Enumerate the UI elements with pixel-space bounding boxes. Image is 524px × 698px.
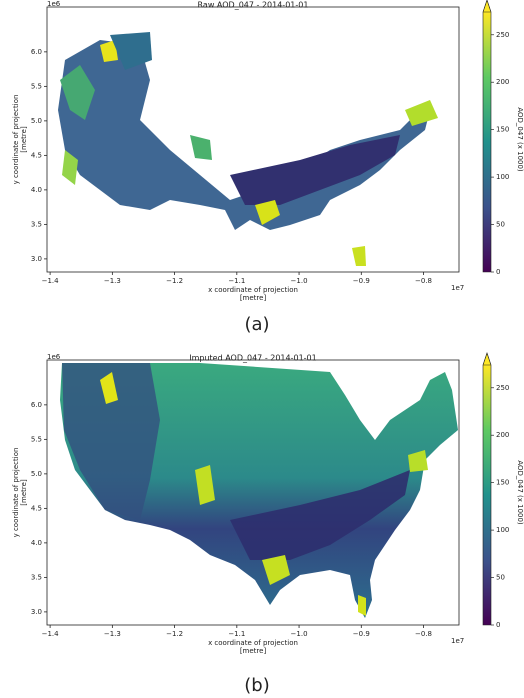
x-tick-label: −1.3 — [104, 277, 121, 285]
chart-title: Raw AOD_047 - 2014-01-01 — [198, 1, 309, 10]
colorbar-frame — [482, 0, 492, 273]
x-axis-label: x coordinate of projection — [208, 639, 298, 647]
plot-frame — [46, 359, 460, 626]
chart-title: Imputed AOD_047 - 2014-01-01 — [189, 354, 317, 363]
y-axis-label: y coordinate of projection — [12, 448, 20, 538]
x-tick-label: −1.1 — [228, 277, 245, 285]
colorbar-tick-label: 100 — [496, 526, 509, 534]
colorbar — [483, 12, 491, 272]
x-axis-label: [metre] — [240, 294, 267, 302]
colorbar-tick-label: 100 — [496, 173, 509, 181]
x-tick-label: −0.8 — [415, 277, 432, 285]
x-tick-label: −0.8 — [415, 630, 432, 638]
x-tick-label: −1.1 — [228, 630, 245, 638]
colorbar-tick-label: 200 — [496, 431, 509, 439]
x-tick-label: −1.0 — [291, 630, 308, 638]
raster-a — [58, 32, 438, 266]
colorbar-extend — [482, 0, 492, 13]
x-tick-label: −0.9 — [353, 277, 370, 285]
y-tick-label: 3.0 — [31, 255, 42, 263]
colorbar-tick-label: 150 — [496, 479, 509, 487]
raster-b — [60, 363, 458, 618]
colorbar-tick-label: 0 — [496, 268, 500, 276]
y-tick-label: 5.0 — [31, 117, 42, 125]
y-tick-label: 4.0 — [31, 539, 42, 547]
y-tick-label: 3.5 — [31, 573, 42, 581]
x-tick-label: −1.2 — [166, 630, 183, 638]
colorbar-extend — [482, 352, 492, 366]
y-tick-label: 6.0 — [31, 401, 42, 409]
y-tick-label: 6.0 — [31, 48, 42, 56]
caption: (a) — [244, 314, 269, 335]
y-offset: 1e6 — [47, 0, 61, 8]
y-tick-label: 5.0 — [31, 470, 42, 478]
y-tick-label: 4.5 — [31, 151, 42, 159]
y-tick-label: 5.5 — [31, 82, 42, 90]
colorbar-tick-label: 50 — [496, 221, 505, 229]
x-tick-label: −0.9 — [353, 630, 370, 638]
colorbar-label: AOD_047 (x 1000) — [516, 107, 524, 172]
colorbar-tick-label: 250 — [496, 31, 509, 39]
colorbar-tick-label: 150 — [496, 126, 509, 134]
caption: (b) — [244, 675, 269, 696]
plot-frame — [46, 6, 460, 273]
colorbar-tick-label: 50 — [496, 574, 505, 582]
x-axis-label: [metre] — [240, 647, 267, 655]
y-axis-label: [metre] — [20, 479, 28, 506]
y-tick-label: 5.5 — [31, 435, 42, 443]
y-tick-label: 4.5 — [31, 504, 42, 512]
x-axis-label: x coordinate of projection — [208, 286, 298, 294]
x-offset: 1e7 — [451, 284, 464, 292]
colorbar-frame — [482, 352, 492, 626]
x-tick-label: −1.2 — [166, 277, 183, 285]
x-tick-label: −1.3 — [104, 630, 121, 638]
y-tick-label: 3.5 — [31, 220, 42, 228]
y-tick-label: 4.0 — [31, 186, 42, 194]
x-tick-label: −1.4 — [42, 277, 60, 285]
colorbar-tick-label: 0 — [496, 621, 500, 629]
y-axis-label: [metre] — [20, 126, 28, 153]
colorbar-label: AOD_047 (x 1000) — [516, 460, 524, 525]
colorbar — [483, 365, 491, 625]
y-offset: 1e6 — [47, 353, 61, 361]
colorbar-tick-label: 200 — [496, 78, 509, 86]
colorbar-tick-label: 250 — [496, 384, 509, 392]
x-offset: 1e7 — [451, 637, 464, 645]
x-tick-label: −1.4 — [42, 630, 60, 638]
y-tick-label: 3.0 — [31, 608, 42, 616]
y-axis-label: y coordinate of projection — [12, 95, 20, 185]
x-tick-label: −1.0 — [291, 277, 308, 285]
